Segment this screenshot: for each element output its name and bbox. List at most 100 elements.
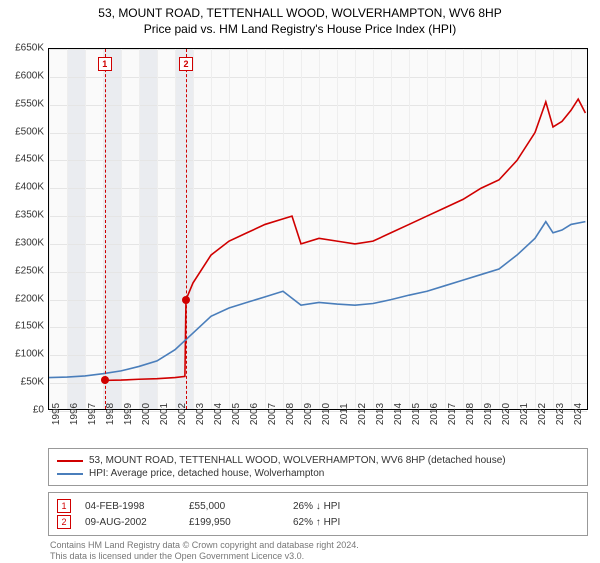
event-pct: 62% ↑ HPI (293, 517, 383, 528)
x-tick-label: 1999 (123, 403, 134, 425)
x-tick-label: 2002 (177, 403, 188, 425)
gridline-v (445, 49, 446, 409)
y-tick-label: £150K (0, 321, 44, 332)
event-date: 09-AUG-2002 (85, 517, 175, 528)
event-dot (101, 376, 109, 384)
x-tick-label: 2019 (483, 403, 494, 425)
x-tick-label: 2018 (465, 403, 476, 425)
x-tick-label: 2009 (303, 403, 314, 425)
gridline-v (67, 49, 68, 409)
x-tick-label: 2007 (267, 403, 278, 425)
gridline-v (553, 49, 554, 409)
gridline-v (481, 49, 482, 409)
gridline-v (85, 49, 86, 409)
gridline-v (49, 49, 50, 409)
gridline-v (301, 49, 302, 409)
event-row: 209-AUG-2002£199,95062% ↑ HPI (57, 514, 579, 530)
event-row: 1 04-FEB-1998 £55,000 26% ↓ HPI (57, 498, 579, 514)
event-number-badge: 1 (57, 499, 71, 513)
gridline-h (49, 355, 587, 356)
event-line (186, 49, 187, 409)
gridline-h (49, 383, 587, 384)
legend-row: 53, MOUNT ROAD, TETTENHALL WOOD, WOLVERH… (57, 454, 579, 467)
x-tick-label: 2010 (321, 403, 332, 425)
event-pct: 26% ↓ HPI (293, 501, 383, 512)
x-tick-label: 1996 (69, 403, 80, 425)
x-tick-label: 1997 (87, 403, 98, 425)
attribution: Contains HM Land Registry data © Crown c… (48, 536, 588, 563)
event-dot (182, 296, 190, 304)
x-tick-label: 2024 (573, 403, 584, 425)
event-price: £199,950 (189, 517, 279, 528)
gridline-v (193, 49, 194, 409)
y-tick-label: £650K (0, 43, 44, 54)
x-tick-label: 2008 (285, 403, 296, 425)
gridline-v (211, 49, 212, 409)
event-line (105, 49, 106, 409)
y-tick-label: £450K (0, 154, 44, 165)
x-tick-label: 2000 (141, 403, 152, 425)
x-tick-label: 1998 (105, 403, 116, 425)
gridline-v (517, 49, 518, 409)
gridline-v (391, 49, 392, 409)
y-tick-label: £50K (0, 377, 44, 388)
x-tick-label: 2016 (429, 403, 440, 425)
gridline-v (427, 49, 428, 409)
y-tick-label: £500K (0, 126, 44, 137)
gridline-v (283, 49, 284, 409)
y-tick-label: £600K (0, 70, 44, 81)
y-tick-label: £250K (0, 265, 44, 276)
gridline-h (49, 300, 587, 301)
gridline-v (139, 49, 140, 409)
gridline-h (49, 133, 587, 134)
gridline-h (49, 105, 587, 106)
attribution-line-1: Contains HM Land Registry data © Crown c… (50, 540, 588, 551)
gridline-h (49, 49, 587, 50)
legend-box: 53, MOUNT ROAD, TETTENHALL WOOD, WOLVERH… (48, 448, 588, 486)
chart-title: 53, MOUNT ROAD, TETTENHALL WOOD, WOLVERH… (0, 0, 600, 37)
x-tick-label: 2023 (555, 403, 566, 425)
x-tick-label: 2001 (159, 403, 170, 425)
title-line-1: 53, MOUNT ROAD, TETTENHALL WOOD, WOLVERH… (0, 6, 600, 22)
event-marker: 2 (179, 57, 193, 71)
gridline-v (409, 49, 410, 409)
x-tick-label: 2003 (195, 403, 206, 425)
legend-label: 53, MOUNT ROAD, TETTENHALL WOOD, WOLVERH… (89, 455, 506, 466)
y-tick-label: £550K (0, 98, 44, 109)
gridline-v (319, 49, 320, 409)
gridline-h (49, 216, 587, 217)
gridline-v (571, 49, 572, 409)
event-date: 04-FEB-1998 (85, 501, 175, 512)
gridline-v (535, 49, 536, 409)
gridline-h (49, 160, 587, 161)
gridline-v (373, 49, 374, 409)
gridline-v (247, 49, 248, 409)
x-tick-label: 2005 (231, 403, 242, 425)
x-tick-label: 2015 (411, 403, 422, 425)
legend-swatch (57, 473, 83, 475)
gridline-v (175, 49, 176, 409)
legend-swatch (57, 460, 83, 462)
legend-label: HPI: Average price, detached house, Wolv… (89, 468, 324, 479)
gridline-v (355, 49, 356, 409)
x-tick-label: 2012 (357, 403, 368, 425)
event-marker: 1 (98, 57, 112, 71)
legend-row: HPI: Average price, detached house, Wolv… (57, 467, 579, 480)
y-tick-label: £400K (0, 182, 44, 193)
gridline-v (463, 49, 464, 409)
gridline-v (121, 49, 122, 409)
x-tick-label: 2017 (447, 403, 458, 425)
x-tick-label: 1995 (51, 403, 62, 425)
gridline-v (229, 49, 230, 409)
gridline-h (49, 244, 587, 245)
gridline-h (49, 77, 587, 78)
x-tick-label: 2020 (501, 403, 512, 425)
title-line-2: Price paid vs. HM Land Registry's House … (0, 22, 600, 38)
gridline-v (337, 49, 338, 409)
gridline-v (499, 49, 500, 409)
attribution-line-2: This data is licensed under the Open Gov… (50, 551, 588, 562)
y-tick-label: £300K (0, 237, 44, 248)
event-price: £55,000 (189, 501, 279, 512)
y-tick-label: £350K (0, 210, 44, 221)
gridline-v (157, 49, 158, 409)
